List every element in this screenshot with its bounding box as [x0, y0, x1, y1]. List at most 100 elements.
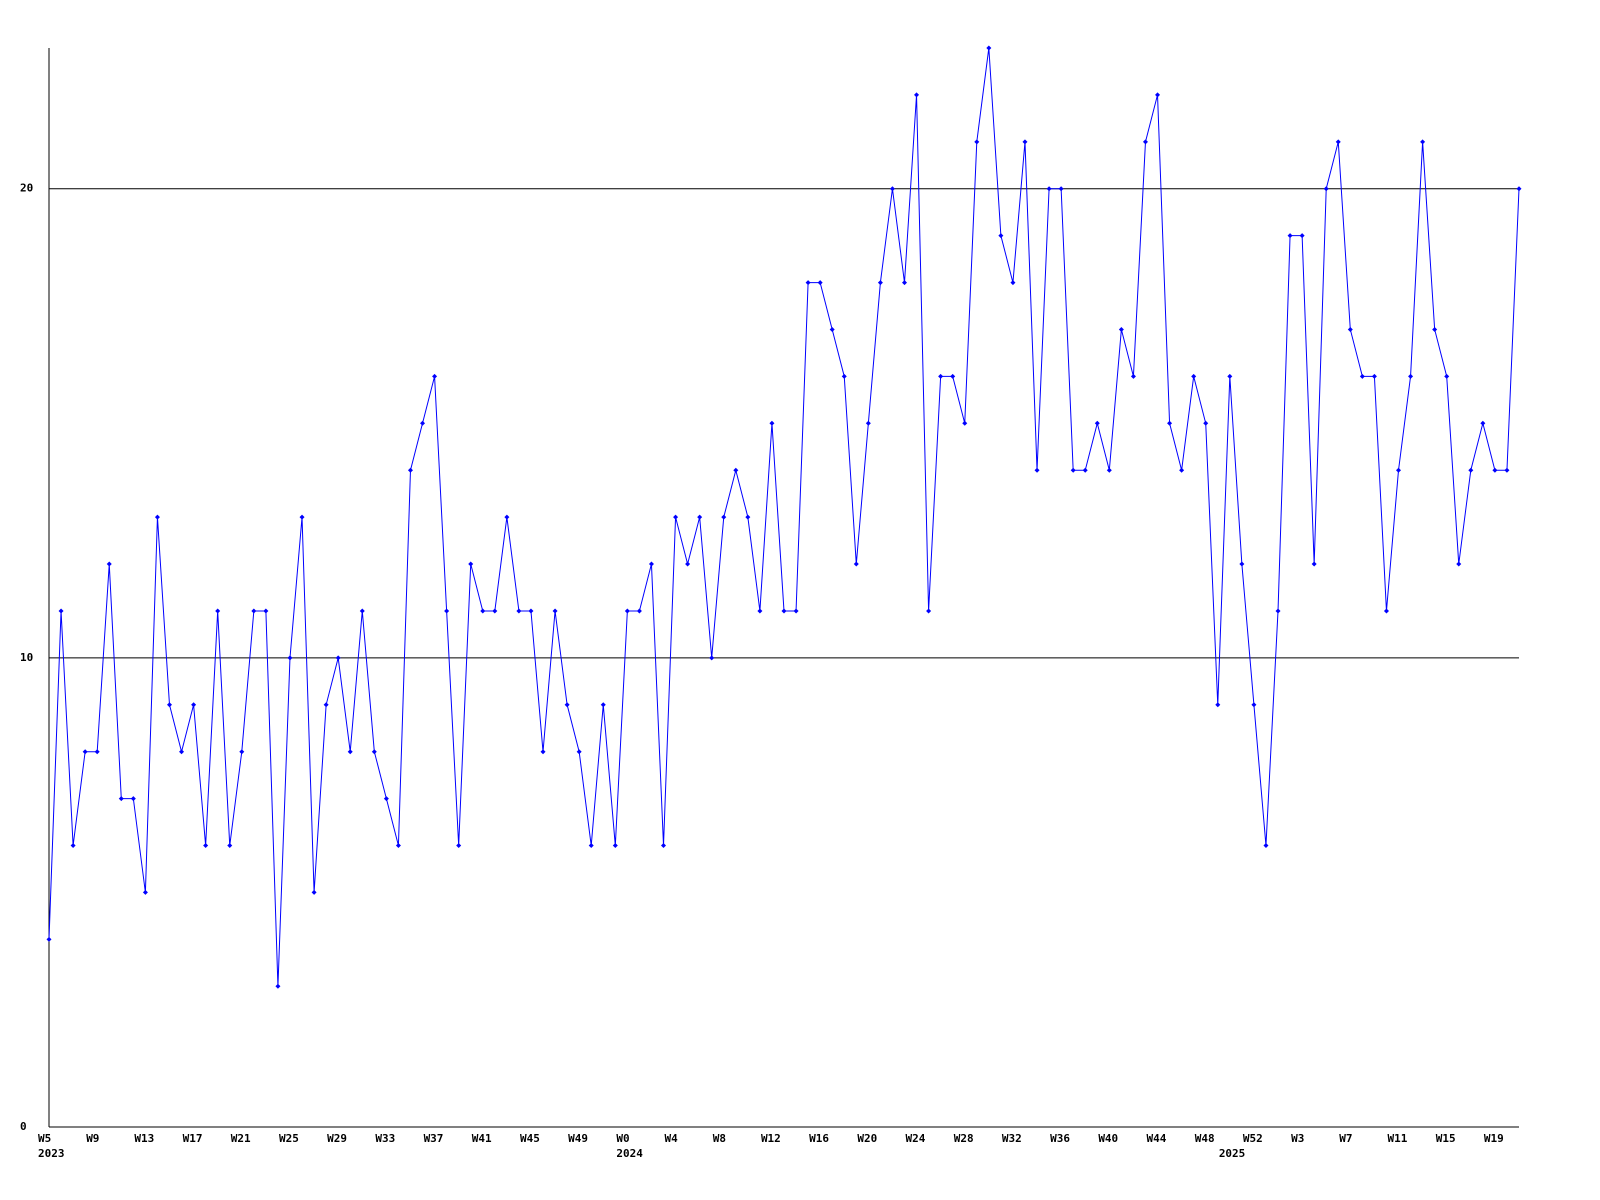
point-marker — [504, 514, 510, 520]
point-marker — [1396, 467, 1402, 473]
point-marker — [540, 749, 546, 755]
x-tick-label: W52 — [1243, 1132, 1263, 1145]
point-marker — [612, 843, 618, 849]
point-marker — [636, 608, 642, 614]
point-marker — [926, 608, 932, 614]
point-marker — [191, 702, 197, 708]
x-tick-label: W4 — [665, 1132, 679, 1145]
point-marker — [516, 608, 522, 614]
point-marker — [1299, 233, 1305, 239]
point-marker — [914, 92, 920, 98]
x-tick-label: W8 — [713, 1132, 726, 1145]
point-marker — [1456, 561, 1462, 567]
point-marker — [1142, 139, 1148, 145]
point-marker — [130, 796, 136, 802]
point-marker — [480, 608, 486, 614]
x-tick-label: W19 — [1484, 1132, 1504, 1145]
point-marker — [998, 233, 1004, 239]
point-marker — [841, 373, 847, 379]
point-marker — [889, 186, 895, 192]
point-marker — [709, 655, 715, 661]
x-tick-label: W15 — [1436, 1132, 1456, 1145]
point-marker — [1167, 420, 1173, 426]
point-marker — [1275, 608, 1281, 614]
point-marker — [962, 420, 968, 426]
point-marker — [1432, 326, 1438, 332]
point-marker — [203, 843, 209, 849]
point-marker — [624, 608, 630, 614]
point-marker — [70, 843, 76, 849]
point-marker — [648, 561, 654, 567]
point-marker — [347, 749, 353, 755]
point-marker — [359, 608, 365, 614]
point-marker — [82, 749, 88, 755]
point-marker — [251, 608, 257, 614]
point-marker — [1227, 373, 1233, 379]
x-tick-label: W25 — [279, 1132, 299, 1145]
point-marker — [1118, 326, 1124, 332]
point-marker — [853, 561, 859, 567]
point-marker — [275, 983, 281, 989]
year-label: 2024 — [616, 1147, 643, 1160]
point-marker — [1335, 139, 1341, 145]
x-tick-label: W37 — [424, 1132, 444, 1145]
point-marker — [1215, 702, 1221, 708]
point-marker — [1106, 467, 1112, 473]
x-tick-label: W0 — [616, 1132, 629, 1145]
point-marker — [58, 608, 64, 614]
x-tick-label: W44 — [1147, 1132, 1167, 1145]
point-marker — [444, 608, 450, 614]
point-marker — [1094, 420, 1100, 426]
point-marker — [986, 45, 992, 51]
point-marker — [528, 608, 534, 614]
point-marker — [1311, 561, 1317, 567]
point-marker — [817, 280, 823, 286]
point-marker — [1070, 467, 1076, 473]
point-marker — [829, 326, 835, 332]
point-marker — [1504, 467, 1510, 473]
x-tick-label: W41 — [472, 1132, 492, 1145]
x-tick-label: W16 — [809, 1132, 829, 1145]
x-tick-label: W49 — [568, 1132, 588, 1145]
y-tick-label: 0 — [20, 1120, 27, 1133]
point-marker — [1263, 843, 1269, 849]
point-marker — [805, 280, 811, 286]
x-tick-label: W13 — [134, 1132, 154, 1145]
point-marker — [1034, 467, 1040, 473]
x-tick-label: W48 — [1195, 1132, 1215, 1145]
point-marker — [938, 373, 944, 379]
point-marker — [769, 420, 775, 426]
x-tick-label: W33 — [375, 1132, 395, 1145]
y-tick-label: 20 — [20, 182, 33, 195]
point-marker — [1251, 702, 1257, 708]
point-marker — [793, 608, 799, 614]
point-marker — [1155, 92, 1161, 98]
point-marker — [1046, 186, 1052, 192]
x-tick-label: W40 — [1098, 1132, 1118, 1145]
x-tick-label: W21 — [231, 1132, 251, 1145]
point-marker — [1239, 561, 1245, 567]
point-marker — [950, 373, 956, 379]
point-marker — [974, 139, 980, 145]
point-marker — [745, 514, 751, 520]
point-marker — [721, 514, 727, 520]
point-marker — [1420, 139, 1426, 145]
point-marker — [877, 280, 883, 286]
point-marker — [287, 655, 293, 661]
point-marker — [335, 655, 341, 661]
x-tick-label: W24 — [906, 1132, 926, 1145]
point-marker — [166, 702, 172, 708]
point-marker — [661, 843, 667, 849]
point-marker — [865, 420, 871, 426]
point-marker — [456, 843, 462, 849]
point-marker — [468, 561, 474, 567]
x-tick-label: W11 — [1388, 1132, 1408, 1145]
point-marker — [673, 514, 679, 520]
point-marker — [383, 796, 389, 802]
point-marker — [1516, 186, 1522, 192]
point-marker — [901, 280, 907, 286]
year-label: 2023 — [38, 1147, 65, 1160]
point-marker — [1383, 608, 1389, 614]
